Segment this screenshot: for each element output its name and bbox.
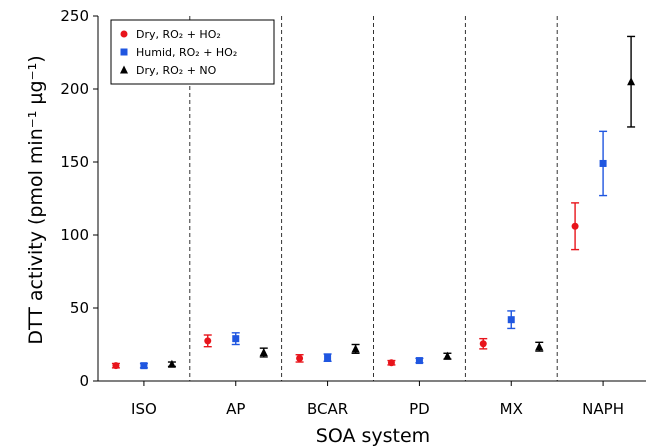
data-marker (351, 344, 360, 353)
data-point (443, 351, 452, 360)
legend-marker (120, 30, 128, 38)
data-marker (259, 348, 268, 357)
data-point (535, 341, 544, 352)
y-tick-label: 250 (60, 7, 89, 25)
y-axis-ticks: 0 50 100 150 200 250 (60, 7, 98, 390)
x-axis-title: SOA system (316, 425, 430, 447)
data-point (111, 362, 120, 370)
data-marker (140, 362, 148, 370)
data-point (259, 347, 268, 358)
data-point (507, 310, 516, 330)
data-marker (479, 340, 487, 348)
data-marker (296, 354, 304, 362)
x-axis-ticks: ISO AP BCAR PD MX NAPH (131, 381, 624, 418)
data-marker (571, 222, 579, 230)
data-point (351, 343, 360, 354)
data-point (599, 130, 608, 197)
y-tick-label: 0 (79, 372, 89, 390)
y-tick-label: 100 (60, 226, 89, 244)
y-axis-title: DTT activity (pmol min⁻¹ µg⁻¹) (25, 55, 47, 344)
legend-label: Dry, RO₂ + HO₂ (136, 28, 221, 41)
x-tick-label: BCAR (307, 400, 348, 418)
legend-label: Dry, RO₂ + NO (136, 64, 217, 77)
data-point (295, 354, 304, 363)
data-point (415, 357, 424, 365)
legend-marker (120, 48, 128, 56)
data-point (571, 202, 580, 251)
legend-box (110, 19, 275, 85)
data-point (627, 35, 636, 128)
data-marker (507, 316, 515, 324)
data-marker (112, 362, 120, 370)
data-marker (167, 359, 176, 368)
legend-label: Humid, RO₂ + HO₂ (136, 46, 237, 59)
y-tick-label: 50 (70, 299, 89, 317)
data-point (139, 362, 148, 370)
x-tick-label: MX (500, 400, 523, 418)
data-marker (627, 77, 636, 86)
legend: Dry, RO₂ + HO₂ Humid, RO₂ + HO₂ Dry, RO₂ +… (110, 19, 275, 85)
x-tick-label: AP (226, 400, 245, 418)
data-marker (415, 357, 423, 365)
data-marker (443, 351, 452, 360)
data-point (203, 334, 212, 348)
y-tick-label: 200 (60, 80, 89, 98)
data-markers (111, 35, 636, 370)
x-tick-label: PD (409, 400, 430, 418)
legend-marker (120, 65, 128, 74)
data-point (231, 332, 240, 346)
data-point (323, 353, 332, 362)
y-tick-label: 150 (60, 153, 89, 171)
data-point (387, 359, 396, 367)
x-tick-label: NAPH (582, 400, 624, 418)
data-point (479, 337, 488, 350)
data-marker (535, 342, 544, 351)
data-point (167, 359, 176, 368)
data-marker (232, 335, 240, 343)
x-tick-label: ISO (131, 400, 157, 418)
category-separators (189, 16, 558, 381)
data-marker (599, 159, 607, 167)
data-marker (324, 354, 332, 362)
data-marker (387, 359, 395, 367)
data-marker (204, 337, 212, 345)
